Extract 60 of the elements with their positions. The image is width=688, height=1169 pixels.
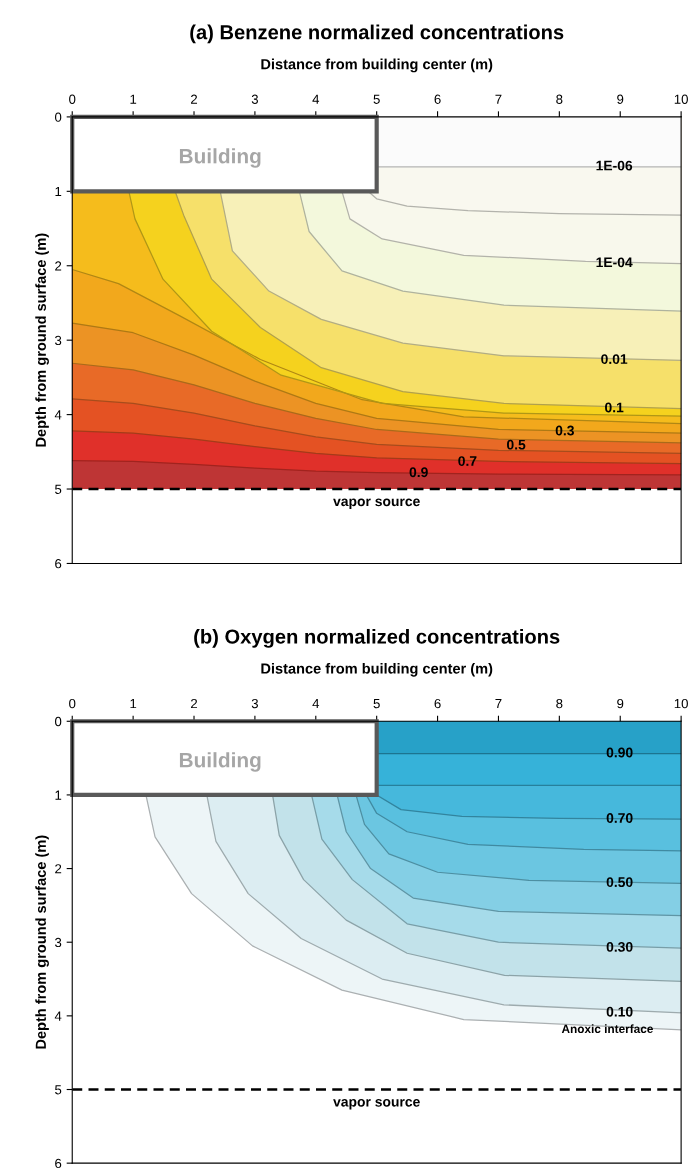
x-tick-label: 0 bbox=[69, 94, 76, 104]
x-tick-label: 9 bbox=[617, 698, 624, 709]
annotation: 0.70 bbox=[606, 813, 633, 823]
y-tick-label: 2 bbox=[55, 261, 62, 271]
y-tick-label: 3 bbox=[54, 335, 62, 346]
x-tick-label: 3 bbox=[251, 94, 258, 104]
x-axis-title: Distance from building center (m) bbox=[261, 662, 493, 677]
x-tick-label: 4 bbox=[312, 94, 320, 104]
y-tick-label: 5 bbox=[55, 1085, 62, 1095]
y-tick-label: 6 bbox=[55, 559, 62, 569]
annotation: 0.1 bbox=[605, 402, 624, 413]
y-tick-label: 1 bbox=[55, 790, 62, 800]
x-tick-label: 2 bbox=[191, 94, 198, 104]
y-tick-label: 2 bbox=[55, 864, 62, 874]
x-tick-label: 0 bbox=[69, 698, 76, 709]
x-tick-label: 10 bbox=[674, 698, 688, 709]
x-tick-label: 3 bbox=[251, 698, 258, 709]
annotation: 0.5 bbox=[507, 439, 526, 450]
annotation: 1E-06 bbox=[596, 160, 633, 171]
x-tick-label: 1 bbox=[130, 699, 137, 709]
annotation: 0.30 bbox=[606, 942, 633, 952]
chart-title: (b) Oxygen normalized concentrations bbox=[194, 628, 560, 648]
x-tick-label: 4 bbox=[312, 699, 320, 709]
chart-title: (a) Benzene normalized concentrations bbox=[190, 24, 564, 44]
x-tick-label: 7 bbox=[495, 699, 502, 709]
annotation: Anoxic interface bbox=[561, 1024, 653, 1034]
x-tick-label: 6 bbox=[434, 94, 441, 104]
annotation: 0.3 bbox=[555, 425, 574, 436]
y-tick-label: 0 bbox=[55, 112, 62, 122]
annotation: 0.9 bbox=[409, 467, 428, 478]
y-tick-label: 4 bbox=[54, 410, 62, 420]
ref-line-label: vapor source bbox=[333, 498, 420, 509]
x-tick-label: 5 bbox=[373, 94, 380, 104]
y-tick-label: 4 bbox=[54, 1011, 62, 1021]
x-axis-title: Distance from building center (m) bbox=[261, 58, 493, 73]
y-tick-label: 5 bbox=[55, 484, 62, 494]
x-tick-label: 5 bbox=[373, 699, 380, 709]
x-tick-label: 6 bbox=[434, 698, 441, 709]
x-tick-label: 7 bbox=[495, 94, 502, 104]
annotation: 0.10 bbox=[606, 1006, 633, 1017]
y-tick-label: 0 bbox=[55, 716, 62, 727]
annotation: Building bbox=[179, 148, 261, 168]
x-tick-label: 8 bbox=[556, 94, 563, 104]
y-axis-title: Depth from ground surface (m) bbox=[35, 233, 49, 447]
annotation: 0.50 bbox=[606, 877, 633, 888]
ref-line-label: vapor source bbox=[333, 1099, 420, 1110]
x-tick-label: 1 bbox=[130, 94, 137, 104]
y-tick-label: 1 bbox=[55, 187, 62, 197]
annotation: 0.01 bbox=[601, 354, 628, 364]
y-tick-label: 3 bbox=[54, 937, 62, 948]
x-tick-label: 2 bbox=[191, 698, 198, 709]
annotation: 0.90 bbox=[606, 747, 633, 758]
annotation: 0.7 bbox=[458, 456, 477, 466]
x-tick-label: 9 bbox=[617, 94, 624, 104]
x-tick-label: 10 bbox=[674, 94, 688, 104]
x-tick-label: 8 bbox=[556, 698, 563, 709]
annotation: 1E-04 bbox=[596, 257, 633, 268]
annotation: Building bbox=[179, 752, 261, 772]
y-axis-title: Depth from ground surface (m) bbox=[35, 835, 49, 1049]
y-tick-label: 6 bbox=[55, 1158, 62, 1169]
